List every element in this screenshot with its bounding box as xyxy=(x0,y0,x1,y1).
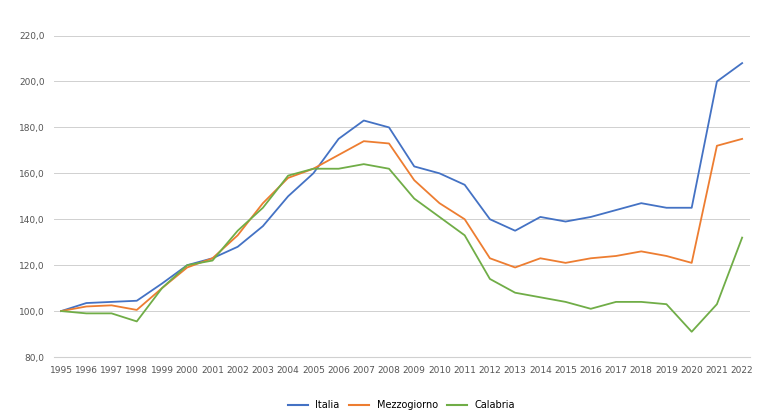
Calabria xyxy=(158,286,167,291)
Italia xyxy=(536,215,545,220)
Mezzogiorno xyxy=(107,303,116,308)
Mezzogiorno xyxy=(360,139,369,144)
Mezzogiorno xyxy=(233,233,243,238)
Mezzogiorno xyxy=(611,253,620,258)
Italia xyxy=(636,201,646,206)
Mezzogiorno xyxy=(737,136,747,142)
Mezzogiorno xyxy=(82,304,91,309)
Italia xyxy=(662,205,671,210)
Mezzogiorno xyxy=(334,152,343,158)
Calabria xyxy=(536,295,545,300)
Calabria xyxy=(687,329,696,334)
Italia xyxy=(712,79,721,84)
Calabria xyxy=(510,290,519,295)
Mezzogiorno xyxy=(259,201,268,206)
Italia xyxy=(435,171,444,176)
Italia xyxy=(737,60,747,66)
Mezzogiorno xyxy=(662,253,671,258)
Italia xyxy=(460,182,469,187)
Mezzogiorno xyxy=(158,286,167,291)
Calabria xyxy=(385,166,394,171)
Mezzogiorno xyxy=(435,201,444,206)
Mezzogiorno xyxy=(687,260,696,265)
Italia xyxy=(259,223,268,228)
Calabria xyxy=(334,166,343,171)
Line: Mezzogiorno: Mezzogiorno xyxy=(61,139,742,311)
Italia xyxy=(334,136,343,142)
Calabria xyxy=(586,306,595,311)
Calabria xyxy=(485,276,494,281)
Italia xyxy=(57,309,66,314)
Mezzogiorno xyxy=(485,256,494,261)
Italia xyxy=(687,205,696,210)
Mezzogiorno xyxy=(586,256,595,261)
Calabria xyxy=(259,205,268,210)
Calabria xyxy=(132,319,142,324)
Italia xyxy=(510,228,519,233)
Mezzogiorno xyxy=(460,217,469,222)
Calabria xyxy=(611,299,620,304)
Italia xyxy=(208,256,217,261)
Italia xyxy=(284,194,293,199)
Mezzogiorno xyxy=(309,166,318,171)
Italia xyxy=(561,219,570,224)
Mezzogiorno xyxy=(536,256,545,261)
Calabria xyxy=(183,262,192,268)
Calabria xyxy=(662,302,671,307)
Calabria xyxy=(82,311,91,316)
Mezzogiorno xyxy=(183,265,192,270)
Calabria xyxy=(737,235,747,240)
Calabria xyxy=(460,233,469,238)
Calabria xyxy=(309,166,318,171)
Calabria xyxy=(409,196,418,201)
Calabria xyxy=(233,228,243,233)
Calabria xyxy=(712,302,721,307)
Mezzogiorno xyxy=(284,176,293,181)
Italia xyxy=(82,301,91,306)
Legend: Italia, Mezzogiorno, Calabria: Italia, Mezzogiorno, Calabria xyxy=(285,396,519,414)
Italia xyxy=(132,298,142,303)
Italia xyxy=(107,299,116,304)
Calabria xyxy=(561,299,570,304)
Calabria xyxy=(360,162,369,167)
Mezzogiorno xyxy=(409,178,418,183)
Mezzogiorno xyxy=(385,141,394,146)
Mezzogiorno xyxy=(208,256,217,261)
Line: Calabria: Calabria xyxy=(61,164,742,332)
Italia xyxy=(158,281,167,286)
Calabria xyxy=(284,173,293,178)
Italia xyxy=(611,207,620,213)
Mezzogiorno xyxy=(132,307,142,312)
Italia xyxy=(485,217,494,222)
Italia xyxy=(409,164,418,169)
Italia xyxy=(385,125,394,130)
Calabria xyxy=(208,258,217,263)
Calabria xyxy=(57,309,66,314)
Mezzogiorno xyxy=(636,249,646,254)
Italia xyxy=(233,244,243,249)
Italia xyxy=(360,118,369,123)
Mezzogiorno xyxy=(510,265,519,270)
Calabria xyxy=(636,299,646,304)
Mezzogiorno xyxy=(712,143,721,148)
Italia xyxy=(183,262,192,268)
Mezzogiorno xyxy=(57,309,66,314)
Line: Italia: Italia xyxy=(61,63,742,311)
Italia xyxy=(309,171,318,176)
Calabria xyxy=(435,215,444,220)
Italia xyxy=(586,215,595,220)
Mezzogiorno xyxy=(561,260,570,265)
Calabria xyxy=(107,311,116,316)
